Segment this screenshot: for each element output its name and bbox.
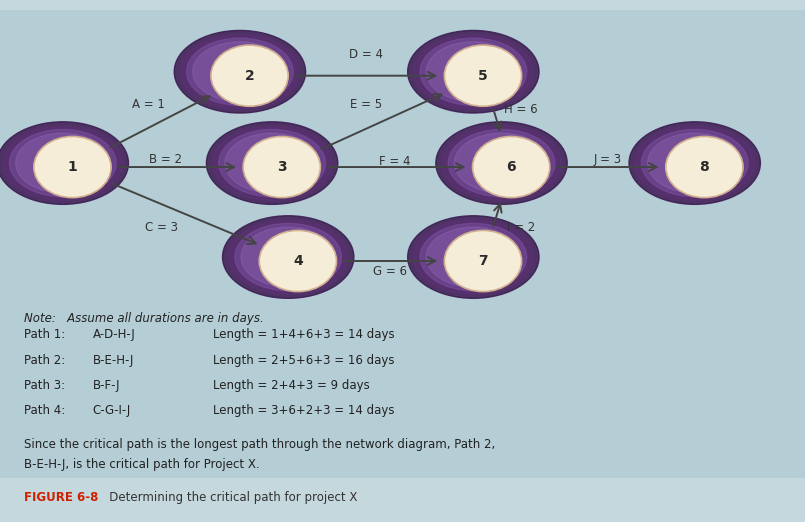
Ellipse shape — [666, 136, 743, 198]
Ellipse shape — [444, 45, 522, 106]
Text: 5: 5 — [478, 69, 488, 82]
Ellipse shape — [241, 227, 336, 287]
Ellipse shape — [448, 129, 555, 197]
Text: Length = 3+6+2+3 = 14 days: Length = 3+6+2+3 = 14 days — [213, 404, 394, 417]
Ellipse shape — [629, 122, 761, 205]
Text: Path 1:: Path 1: — [24, 328, 65, 341]
Text: G = 6: G = 6 — [374, 265, 407, 278]
Ellipse shape — [0, 122, 129, 205]
Text: A-D-H-J: A-D-H-J — [93, 328, 135, 341]
Ellipse shape — [235, 223, 341, 291]
Text: B = 2: B = 2 — [149, 153, 181, 165]
Ellipse shape — [647, 133, 742, 193]
Text: Determining the critical path for project X: Determining the critical path for projec… — [98, 491, 357, 504]
Text: Path 2:: Path 2: — [24, 353, 65, 366]
Text: Path 4:: Path 4: — [24, 404, 65, 417]
Text: H = 6: H = 6 — [504, 103, 538, 116]
Ellipse shape — [34, 136, 111, 198]
Ellipse shape — [635, 126, 754, 200]
Ellipse shape — [211, 45, 288, 106]
Ellipse shape — [426, 227, 521, 287]
Ellipse shape — [219, 129, 325, 197]
Text: E = 5: E = 5 — [350, 98, 382, 111]
Ellipse shape — [225, 133, 320, 193]
Text: 7: 7 — [478, 254, 488, 268]
Ellipse shape — [222, 216, 354, 299]
Text: Length = 2+4+3 = 9 days: Length = 2+4+3 = 9 days — [213, 378, 370, 392]
Text: Since the critical path is the longest path through the network diagram, Path 2,: Since the critical path is the longest p… — [24, 438, 495, 471]
Ellipse shape — [442, 126, 561, 200]
Ellipse shape — [243, 136, 320, 198]
Ellipse shape — [414, 34, 533, 109]
Text: 1: 1 — [68, 160, 77, 174]
Ellipse shape — [473, 136, 550, 198]
Ellipse shape — [642, 129, 748, 197]
Text: 2: 2 — [245, 69, 254, 82]
Text: C-G-I-J: C-G-I-J — [93, 404, 131, 417]
Ellipse shape — [454, 133, 549, 193]
Text: F = 4: F = 4 — [378, 156, 411, 168]
Text: I = 2: I = 2 — [506, 221, 535, 233]
Ellipse shape — [420, 223, 526, 291]
Ellipse shape — [213, 126, 332, 200]
Ellipse shape — [3, 126, 122, 200]
Ellipse shape — [407, 30, 539, 113]
Text: Length = 2+5+6+3 = 16 days: Length = 2+5+6+3 = 16 days — [213, 353, 394, 366]
Text: A = 1: A = 1 — [133, 98, 165, 111]
Text: FIGURE 6-8: FIGURE 6-8 — [24, 491, 98, 504]
Text: B-E-H-J: B-E-H-J — [93, 353, 134, 366]
Ellipse shape — [436, 122, 568, 205]
Text: 6: 6 — [506, 160, 516, 174]
Ellipse shape — [174, 30, 306, 113]
Text: 3: 3 — [277, 160, 287, 174]
Text: B-F-J: B-F-J — [93, 378, 120, 392]
Ellipse shape — [192, 42, 287, 102]
Ellipse shape — [407, 216, 539, 299]
Ellipse shape — [414, 220, 533, 294]
Ellipse shape — [206, 122, 338, 205]
Text: Length = 1+4+6+3 = 14 days: Length = 1+4+6+3 = 14 days — [213, 328, 395, 341]
Ellipse shape — [10, 129, 116, 197]
Ellipse shape — [180, 34, 299, 109]
Ellipse shape — [15, 133, 110, 193]
Ellipse shape — [259, 230, 336, 292]
Text: D = 4: D = 4 — [349, 49, 383, 61]
Text: 8: 8 — [700, 160, 709, 174]
Ellipse shape — [444, 230, 522, 292]
Text: 4: 4 — [293, 254, 303, 268]
Text: J = 3: J = 3 — [594, 153, 621, 165]
Ellipse shape — [420, 38, 526, 105]
Bar — [0, 10, 805, 478]
Ellipse shape — [426, 42, 521, 102]
Ellipse shape — [187, 38, 293, 105]
Ellipse shape — [229, 220, 348, 294]
Text: Note:   Assume all durations are in days.: Note: Assume all durations are in days. — [24, 312, 264, 325]
Text: C = 3: C = 3 — [145, 221, 177, 233]
Text: Path 3:: Path 3: — [24, 378, 65, 392]
